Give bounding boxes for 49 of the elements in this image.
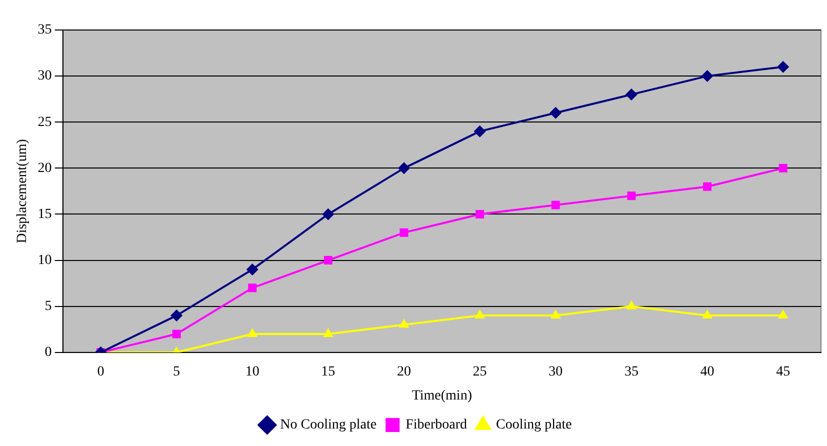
- y-tick-label: 20: [38, 160, 52, 176]
- point: [551, 200, 560, 210]
- x-tick-label: 25: [472, 364, 487, 380]
- legend-label: No Cooling plate: [280, 418, 377, 433]
- point: [702, 310, 712, 319]
- point: [248, 284, 257, 292]
- y-tick-label: 0: [44, 345, 52, 360]
- legend-label: Fiberboard: [406, 418, 468, 433]
- y-axis-title: Displacement(um): [15, 138, 30, 244]
- point: [324, 256, 332, 265]
- y-tick-label: 25: [38, 114, 52, 130]
- x-tick-label: 10: [245, 364, 260, 380]
- point: [625, 88, 638, 100]
- legend-label: Cooling plate: [496, 418, 572, 433]
- point: [627, 192, 636, 200]
- point: [550, 310, 561, 319]
- y-tick-label: 5: [44, 299, 52, 314]
- y-tick-label: 10: [38, 252, 52, 268]
- x-tick-label: 20: [396, 364, 411, 380]
- x-tick-label: 30: [548, 364, 563, 380]
- point: [474, 310, 486, 319]
- y-tick-label: 15: [38, 206, 52, 222]
- x-tick-label: 5: [173, 364, 180, 380]
- point: [172, 330, 181, 338]
- point: [398, 162, 410, 174]
- x-axis-title: Time(min): [412, 388, 472, 404]
- x-tick-label: 40: [700, 364, 714, 380]
- point: [322, 328, 334, 337]
- point: [626, 300, 637, 310]
- y-tick-label: 35: [38, 22, 52, 38]
- point: [400, 228, 408, 237]
- point: [474, 125, 486, 138]
- x-tick-label: 0: [97, 364, 104, 380]
- point: [701, 70, 714, 82]
- point: [322, 208, 334, 220]
- point: [247, 328, 258, 337]
- x-tick-label: 35: [624, 364, 638, 380]
- point: [398, 318, 410, 328]
- point: [778, 310, 788, 319]
- point: [170, 310, 183, 322]
- point: [778, 164, 788, 172]
- x-tick-label: 15: [321, 364, 336, 380]
- point: [550, 106, 562, 119]
- point: [246, 263, 258, 276]
- point: [703, 182, 712, 191]
- y-tick-label: 30: [38, 68, 52, 84]
- point: [777, 60, 790, 73]
- point: [476, 210, 484, 218]
- x-tick-label: 45: [776, 364, 790, 380]
